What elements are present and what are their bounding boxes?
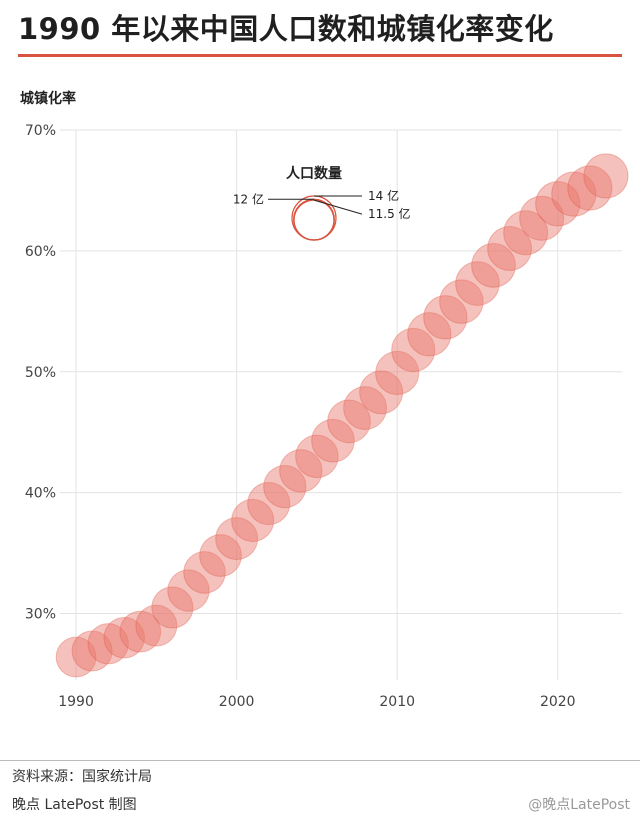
data-bubble [247,481,291,526]
data-bubble [119,610,162,653]
source-divider [0,760,640,761]
x-tick-label: 2010 [379,694,415,710]
data-bubble [359,370,404,415]
data-bubble [55,636,97,678]
credit-note: 晚点 LatePost 制图 [12,797,137,813]
size-legend-label: 11.5 亿 [368,206,411,221]
data-bubble [151,586,194,629]
title-divider [18,54,622,57]
chart-title: 1990 年以来中国人口数和城镇化率变化 [18,12,554,46]
y-tick-label: 70% [25,123,56,139]
data-bubble [167,569,210,612]
y-tick-label: 30% [25,607,56,623]
data-bubble [519,195,565,241]
data-bubble [343,386,388,430]
data-bubble [503,210,549,256]
data-bubble [551,171,597,217]
size-legend-title: 人口数量 [286,165,342,182]
data-bubble [567,165,613,211]
data-bubble [535,181,581,227]
data-bubble [215,517,259,561]
source-note: 资料来源：国家统计局 [12,769,152,785]
data-bubble [87,623,129,665]
data-bubble [391,327,436,373]
data-bubble [231,498,275,542]
bubble-chart: 30% 40% 50% 60% 70% 1990 2000 2010 2020 人口数量 14 亿 1… [25,123,629,710]
data-bubble [295,434,339,479]
data-bubble [263,464,307,509]
y-tick-label: 60% [25,244,56,260]
data-bubble [327,399,371,444]
data-bubble [375,350,420,395]
data-bubble [183,551,226,594]
x-tick-label: 2020 [540,694,576,710]
y-tick-label: 50% [25,365,56,381]
data-bubble [279,449,323,493]
x-tick-label: 1990 [58,694,94,710]
data-bubble [583,153,629,199]
data-bubble [135,604,178,647]
data-bubble [311,418,355,463]
y-tick-label: 40% [25,486,56,502]
weibo-watermark: @晚点LatePost [528,797,630,813]
size-legend-label: 12 亿 [233,191,264,206]
data-bubble [71,630,113,672]
data-bubble [423,295,468,340]
size-legend-leader [313,199,363,215]
data-bubble [103,616,145,659]
y-axis-label: 城镇化率 [20,91,76,107]
data-bubble [407,312,452,357]
data-bubble [455,261,500,306]
data-bubble [471,243,516,288]
size-legend-circle [293,199,335,241]
data-bubble [199,534,242,577]
data-bubble [487,226,533,271]
data-bubble [439,279,484,324]
x-tick-label: 2000 [219,694,255,710]
size-legend-label: 14 亿 [368,188,399,203]
